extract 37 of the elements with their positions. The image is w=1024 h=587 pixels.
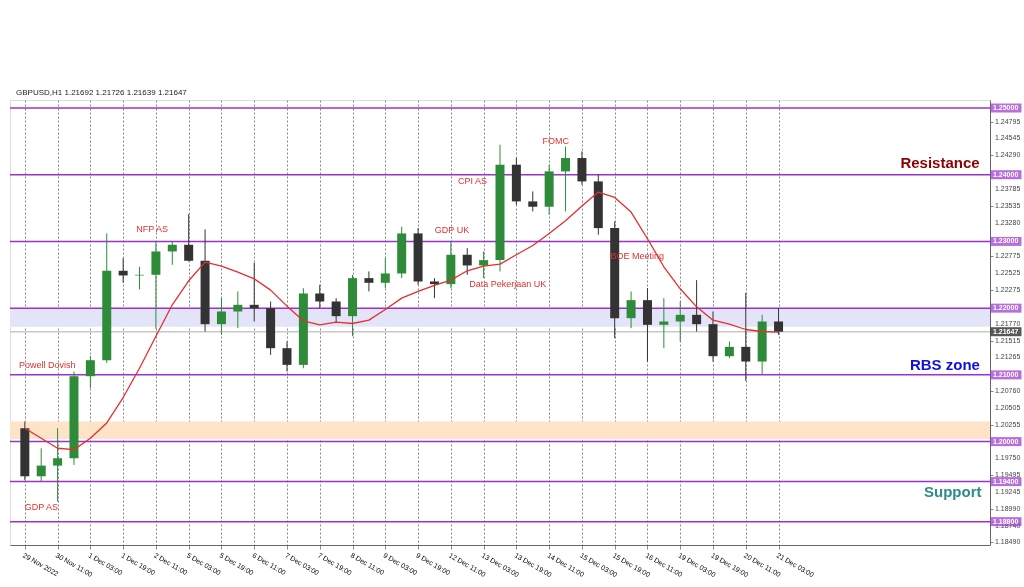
candlestick	[216, 297, 226, 336]
candlestick	[167, 240, 177, 266]
chart-title: GBPUSD,H1 1.21692 1.21726 1.21639 1.21647	[16, 88, 188, 97]
annotation: GDP UK	[434, 225, 470, 236]
annotation: NFP AS	[136, 224, 169, 235]
candlestick	[364, 270, 374, 292]
annotation: Powell Dovish	[18, 359, 76, 370]
candlestick	[315, 284, 325, 309]
candlestick	[675, 300, 685, 343]
candlestick	[774, 307, 784, 336]
annotation: CPI AS	[458, 175, 488, 186]
candlestick	[233, 290, 243, 329]
annotation: Data Pekerjaan UK	[469, 278, 547, 289]
candlestick	[626, 290, 636, 329]
candlestick	[429, 277, 439, 299]
candlestick	[528, 190, 538, 212]
candlestick	[462, 247, 472, 276]
candlestick	[53, 427, 63, 503]
annotation: RBS zone	[909, 355, 980, 373]
annotation: Resistance	[900, 154, 980, 172]
candlestick	[692, 279, 702, 333]
annotation: Support	[924, 483, 982, 501]
candlestick	[85, 355, 95, 389]
candlestick	[151, 240, 161, 330]
candlestick	[659, 297, 669, 349]
candlestick	[282, 341, 292, 373]
candlestick	[577, 150, 587, 186]
candlestick	[561, 146, 571, 212]
candlestick	[380, 257, 390, 289]
candlestick	[741, 292, 751, 382]
candlestick	[184, 213, 194, 262]
annotation: FOMC	[542, 135, 570, 146]
candlestick	[36, 447, 46, 483]
annotation: GDP AS	[24, 502, 59, 513]
candlestick	[331, 297, 341, 324]
candlestick	[249, 262, 259, 322]
candlestick	[479, 250, 489, 279]
